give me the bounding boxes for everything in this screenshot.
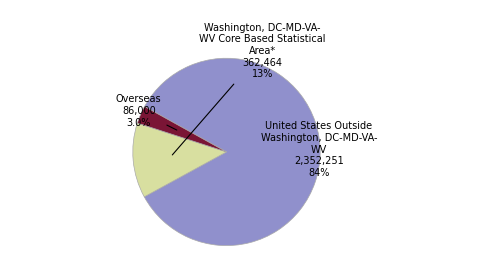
Wedge shape xyxy=(144,58,320,246)
Text: Washington, DC-MD-VA-
WV Core Based Statistical
Area*
362,464
13%: Washington, DC-MD-VA- WV Core Based Stat… xyxy=(172,23,325,155)
Text: Overseas
86,000
3.0%: Overseas 86,000 3.0% xyxy=(116,94,177,130)
Wedge shape xyxy=(133,123,226,197)
Text: United States Outside
Washington, DC-MD-VA-
WV
2,352,251
84%: United States Outside Washington, DC-MD-… xyxy=(260,121,376,178)
Wedge shape xyxy=(137,107,226,152)
